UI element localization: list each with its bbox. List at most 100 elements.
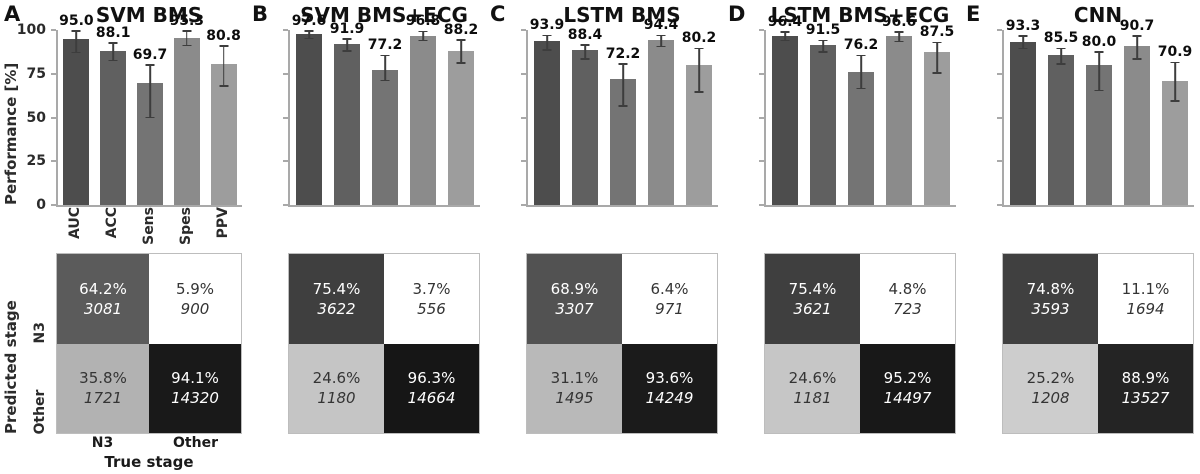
bar-spes <box>410 35 436 205</box>
error-bar-cap-top <box>182 30 192 32</box>
error-bar-cap-top <box>932 41 942 44</box>
error-bar-cap-bottom <box>856 87 866 90</box>
bar-value-label: 85.5 <box>1043 30 1079 47</box>
error-bar-cap-top <box>1170 61 1180 64</box>
bar-slot-acc: 88.4 <box>566 26 604 205</box>
matrix-cell-other-other: 94.1% 14320 <box>149 343 241 433</box>
x-tick-slot <box>564 207 602 253</box>
matrix-x-axis-title: True stage <box>104 453 194 471</box>
matrix-cell-n3-other: 11.1% 1694 <box>1098 254 1193 344</box>
matrix-cell-count: 1694 <box>1126 299 1165 318</box>
bar-slot-sens: 76.2 <box>842 30 880 205</box>
x-tick-slot <box>1079 207 1117 253</box>
panel-header: LSTM BMS C <box>486 0 724 30</box>
matrix-cell-other-other: 96.3% 14664 <box>384 343 479 433</box>
matrix-cell-count: 14664 <box>407 389 456 408</box>
error-bar-cap-bottom <box>932 72 942 74</box>
y-axis-gutter: 100 75 50 25 0 Performance [%] <box>0 22 56 213</box>
bar-slot-sens: 72.2 <box>604 30 642 205</box>
matrix-cell-count: 1180 <box>317 389 356 408</box>
bar-sens <box>848 71 874 205</box>
bar-value-label: 77.2 <box>367 37 403 54</box>
error-bar-line <box>546 36 548 50</box>
y-tick-mark <box>997 72 1002 75</box>
error-bar-cap-top <box>580 44 590 46</box>
confusion-matrix-row: 75.4% 3622 3.7% 556 24.6% 1180 96.3% 14664 <box>248 253 486 434</box>
bar-spes <box>648 39 674 205</box>
matrix-cell-count: 3593 <box>1031 299 1070 318</box>
matrix-cell-percent: 88.9% <box>1121 369 1170 388</box>
y-tick-mark <box>51 116 56 119</box>
bar-value-label: 96.8 <box>405 13 441 30</box>
y-tick-label: 25 <box>26 153 46 170</box>
error-bar-cap-top <box>71 30 81 32</box>
confusion-matrix-row: 74.8% 3593 11.1% 1694 25.2% 1208 88.9% 13527 <box>962 253 1200 434</box>
y-tick-mark <box>51 160 56 163</box>
y-axis-gutter <box>724 29 764 207</box>
matrix-cell-percent: 11.1% <box>1121 279 1170 298</box>
y-tick-mark <box>521 116 526 119</box>
bar-slot-spes: 90.7 <box>1118 18 1156 205</box>
bar-value-label: 91.5 <box>805 22 841 39</box>
bar-slot-ppv: 80.2 <box>680 30 718 205</box>
error-bar-cap-top <box>342 38 352 40</box>
matrix-y-axis-title: Predicted stage <box>2 300 20 434</box>
y-tick-mark <box>283 204 288 206</box>
chart-title: LSTM BMS <box>563 3 681 27</box>
y-tick-mark <box>997 116 1002 119</box>
bar-slot-spes: 95.3 <box>168 13 205 205</box>
bar-chart-row: 93.9 88.4 72.2 94.4 80.2 <box>486 17 724 207</box>
matrix-cell-count: 3621 <box>793 299 832 318</box>
bar-value-label: 88.4 <box>567 26 603 43</box>
x-tick-slot <box>879 207 917 253</box>
error-bar-cap-top <box>542 34 552 37</box>
error-bar-cap-bottom <box>818 51 828 53</box>
error-bar-line <box>222 46 225 86</box>
y-tick-mark <box>51 204 56 206</box>
error-bar-line <box>784 32 786 40</box>
bar-slot-spes: 94.4 <box>642 17 680 205</box>
error-bar-line <box>149 65 151 117</box>
error-bar-cap-top <box>1056 47 1066 50</box>
x-tick-slot: AUC <box>56 207 93 253</box>
bar-value-label: 70.9 <box>1157 44 1193 61</box>
panel-header: SVM BMS A <box>0 0 248 30</box>
bar-chart-row: 100 75 50 25 0 Performance [%] 95.0 88.1 69.7 95.… <box>0 13 248 213</box>
panel-B: SVM BMS+ECG B 97.6 91.9 77.2 96.8 88.2 75.4% 362… <box>248 0 486 474</box>
matrix-cell-other-other: 88.9% 13527 <box>1098 343 1193 433</box>
bar-slot-auc: 96.4 <box>766 14 804 205</box>
bar-auc <box>534 40 560 205</box>
error-bar-cap-top <box>856 54 866 57</box>
y-tick-mark <box>759 29 764 31</box>
confusion-matrix-row: Predicted stage N3 Other 64.2% 3081 5.9% 900 35… <box>0 253 248 434</box>
chart-title: LSTM BMS+ECG <box>770 3 950 27</box>
confusion-matrix-row: 68.9% 3307 6.4% 971 31.1% 1495 93.6% 14249 <box>486 253 724 434</box>
x-tick-gutter-spacer <box>486 207 526 253</box>
x-tick-slot <box>1156 207 1194 253</box>
matrix-x-axis-labels <box>248 434 486 474</box>
error-bar-line <box>1060 49 1062 64</box>
x-tick-slot <box>918 207 956 253</box>
matrix-cell-n3-n3: 74.8% 3593 <box>1003 254 1098 344</box>
bar-slot-auc: 95.0 <box>58 13 95 205</box>
x-tick-row <box>486 207 724 253</box>
bar-acc <box>334 44 360 205</box>
chart-title-wrap: CNN <box>1002 0 1194 30</box>
bar-value-label: 87.5 <box>919 24 955 41</box>
x-tick-labels <box>288 207 480 253</box>
bar-value-label: 80.2 <box>681 30 717 47</box>
bar-value-label: 93.9 <box>529 17 565 34</box>
panel-D: LSTM BMS+ECG D 96.4 91.5 76.2 96.6 87.5 75.4% 36… <box>724 0 962 474</box>
error-bar-line <box>460 40 462 63</box>
x-tick-slot <box>326 207 364 253</box>
matrix-cell-percent: 35.8% <box>79 369 127 388</box>
bar-ppv <box>448 50 474 205</box>
error-bar-cap-top <box>456 38 466 41</box>
bar-value-label: 91.9 <box>329 20 365 37</box>
y-tick-mark <box>51 29 56 31</box>
matrix-cell-percent: 96.3% <box>407 369 456 388</box>
bar-plot-area: 93.3 85.5 80.0 90.7 70.9 <box>1002 18 1194 207</box>
bar-ppv <box>924 51 950 205</box>
y-tick-mark <box>997 160 1002 163</box>
